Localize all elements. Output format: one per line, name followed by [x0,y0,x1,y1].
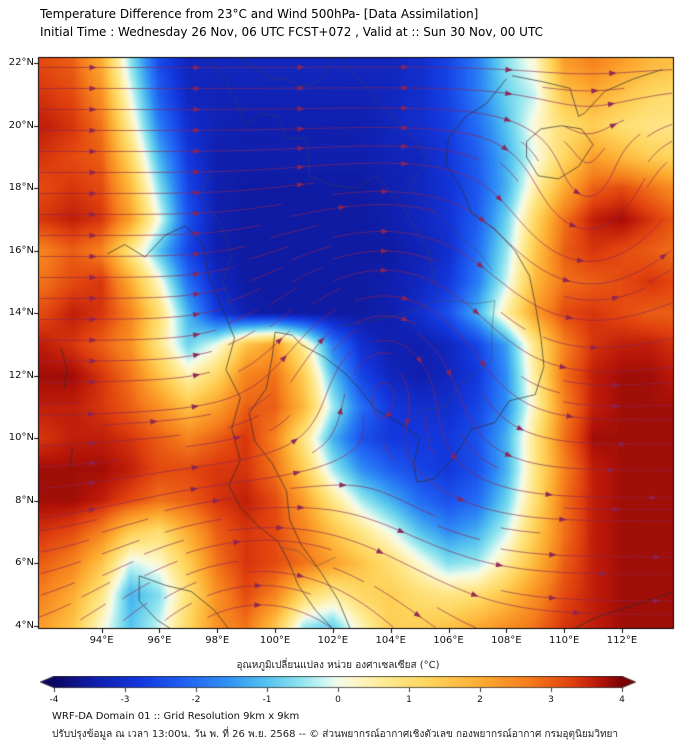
lat-tick-label: 6°N [15,557,34,569]
lon-tick-label: 96°E [147,635,172,646]
lat-tick-label: 8°N [15,494,34,506]
colorbar-tick-label: 2 [477,695,483,705]
lon-tick-label: 112°E [606,635,638,646]
colorbar-tick-label: 3 [548,695,554,705]
colorbar-tick-label: 4 [619,695,625,705]
lat-tick-label: 12°N [8,369,34,381]
lat-tick-label: 16°N [8,244,34,256]
colorbar-label: อุณหภูมิเปลี่ยนแปลง หน่วย องศาเซลเซียส (… [236,660,440,671]
lon-tick-label: 104°E [375,635,406,646]
lat-tick-label: 22°N [8,57,34,69]
lon-tick-label: 102°E [317,635,349,646]
chart-title: Temperature Difference from 23°C and Win… [40,7,479,21]
lat-tick-label: 20°N [8,119,34,131]
lon-tick-label: 94°E [89,635,114,646]
lon-tick-label: 100°E [259,635,291,646]
colorbar-tick-label: 0 [335,695,341,705]
update-info: ปรับปรุงข้อมูล ณ เวลา 13:00น. วัน พ. ที่… [52,729,619,740]
lon-tick-label: 106°E [433,635,464,646]
colorbar-tick-label: -4 [49,695,59,705]
colorbar-tick-label: -2 [191,695,201,705]
lon-tick-label: 110°E [548,635,580,646]
colorbar-tick-label: 1 [406,695,412,705]
lat-tick-label: 14°N [8,307,34,319]
domain-info: WRF-DA Domain 01 :: Grid Resolution 9km … [52,711,300,722]
colorbar [40,676,636,693]
lat-tick-label: 4°N [15,619,34,631]
lat-tick-label: 18°N [8,182,34,194]
lon-tick-label: 108°E [491,635,522,646]
colorbar-tick-label: -3 [120,695,130,705]
lon-tick-label: 98°E [205,635,230,646]
colorbar-tick-label: -1 [262,695,272,705]
temperature-wind-map-canvas [0,50,676,640]
chart-subtitle: Initial Time : Wednesday 26 Nov, 06 UTC … [40,25,543,39]
lat-tick-label: 10°N [8,432,34,444]
